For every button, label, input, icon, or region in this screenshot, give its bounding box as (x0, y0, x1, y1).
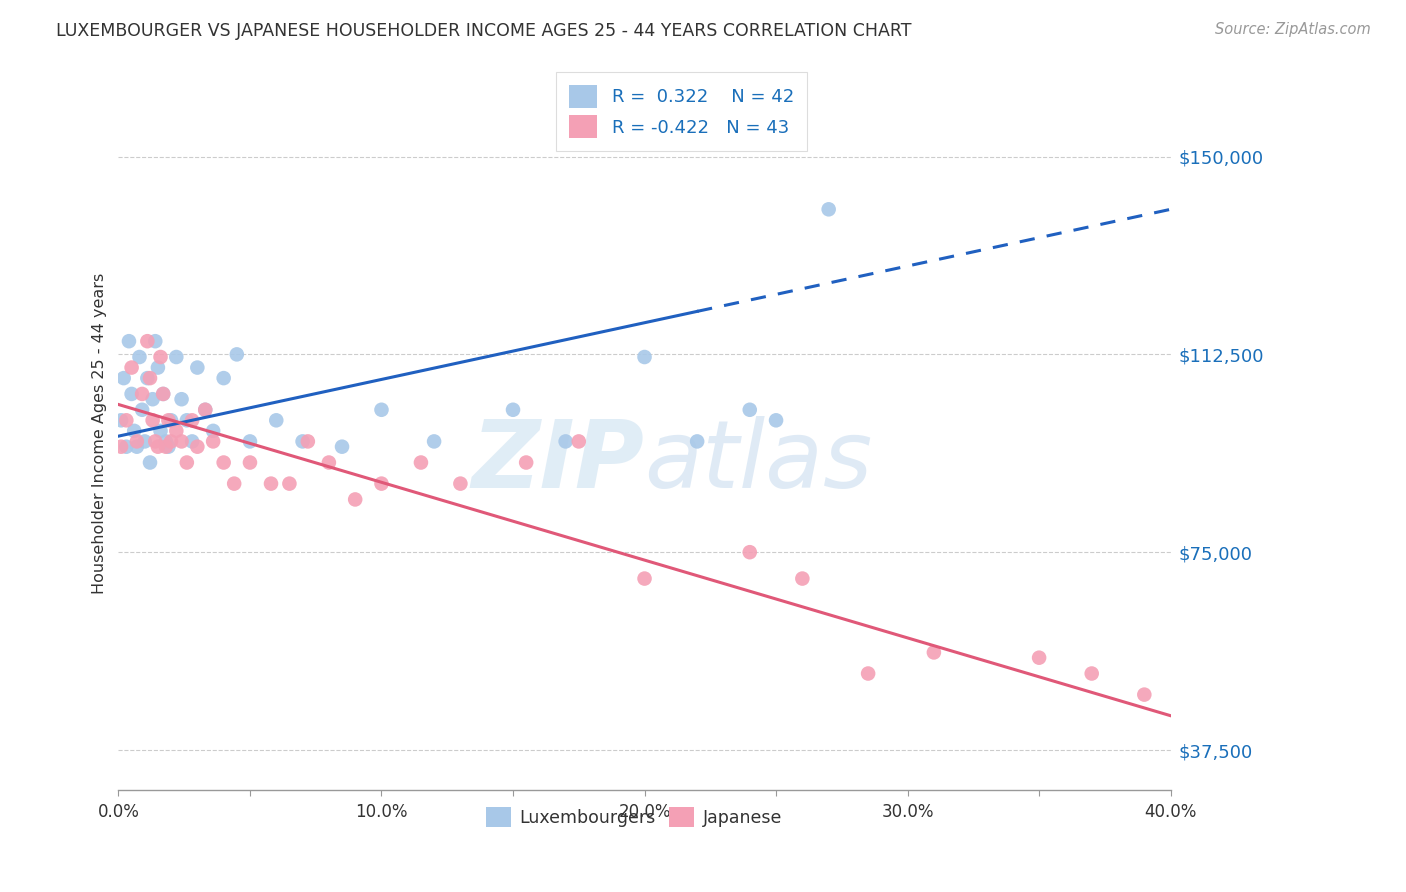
Text: Source: ZipAtlas.com: Source: ZipAtlas.com (1215, 22, 1371, 37)
Point (260, 476, 283, 491)
Point (225, 347, 247, 361)
Point (765, 413, 787, 427)
Point (165, 424, 187, 438)
Point (157, 440, 180, 454)
Point (330, 440, 353, 454)
Point (143, 434, 166, 449)
Point (142, 392, 165, 407)
Point (157, 413, 180, 427)
Point (224, 476, 246, 491)
Point (1133, 688, 1156, 702)
Point (370, 402, 392, 417)
Point (131, 402, 153, 417)
Point (121, 360, 143, 375)
Point (568, 434, 591, 449)
Text: ZIP: ZIP (471, 416, 644, 508)
Point (344, 492, 367, 507)
Point (125, 434, 148, 449)
Point (817, 202, 839, 217)
Point (318, 456, 340, 470)
Point (136, 371, 159, 385)
Point (297, 434, 319, 449)
Point (139, 371, 162, 385)
Point (149, 350, 172, 364)
Point (239, 456, 262, 470)
Point (160, 413, 183, 427)
Point (423, 434, 446, 449)
Point (291, 434, 314, 449)
Point (152, 387, 174, 401)
Text: atlas: atlas (644, 417, 873, 508)
Point (202, 434, 225, 449)
Point (110, 413, 132, 427)
Point (792, 572, 814, 586)
Point (146, 440, 169, 454)
Point (128, 350, 150, 364)
Point (155, 440, 177, 454)
Point (125, 440, 148, 454)
Y-axis label: Householder Income Ages 25 - 44 years: Householder Income Ages 25 - 44 years (93, 273, 107, 594)
Point (449, 476, 471, 491)
Point (143, 334, 166, 349)
Point (1028, 650, 1050, 665)
Point (633, 350, 655, 364)
Point (152, 387, 174, 401)
Point (186, 440, 208, 454)
Point (194, 402, 217, 417)
Point (170, 434, 193, 449)
Point (110, 440, 132, 454)
Point (212, 371, 235, 385)
Point (115, 440, 138, 454)
Point (149, 424, 172, 438)
Point (121, 387, 143, 401)
Point (176, 456, 198, 470)
Point (142, 413, 165, 427)
Point (131, 387, 153, 401)
Point (181, 413, 204, 427)
Point (176, 413, 198, 427)
Point (370, 476, 392, 491)
Point (554, 434, 576, 449)
Point (118, 334, 141, 349)
Point (633, 572, 655, 586)
Point (686, 434, 709, 449)
Point (112, 371, 135, 385)
Point (136, 334, 159, 349)
Point (115, 413, 138, 427)
Point (155, 434, 177, 449)
Point (515, 456, 537, 470)
Point (134, 434, 156, 449)
Point (922, 645, 945, 659)
Point (160, 434, 183, 449)
Point (139, 456, 162, 470)
Point (856, 666, 879, 681)
Point (194, 402, 217, 417)
Point (181, 434, 204, 449)
Point (146, 360, 169, 375)
Point (278, 476, 301, 491)
Point (122, 424, 145, 438)
Point (738, 402, 761, 417)
Point (409, 456, 432, 470)
Point (165, 350, 187, 364)
Point (239, 434, 262, 449)
Point (170, 392, 193, 407)
Point (212, 456, 235, 470)
Point (738, 545, 761, 559)
Legend: Luxembourgers, Japanese: Luxembourgers, Japanese (479, 800, 789, 834)
Point (502, 402, 524, 417)
Point (202, 424, 225, 438)
Point (1080, 666, 1102, 681)
Text: LUXEMBOURGER VS JAPANESE HOUSEHOLDER INCOME AGES 25 - 44 YEARS CORRELATION CHART: LUXEMBOURGER VS JAPANESE HOUSEHOLDER INC… (56, 22, 911, 40)
Point (186, 360, 208, 375)
Point (264, 413, 287, 427)
